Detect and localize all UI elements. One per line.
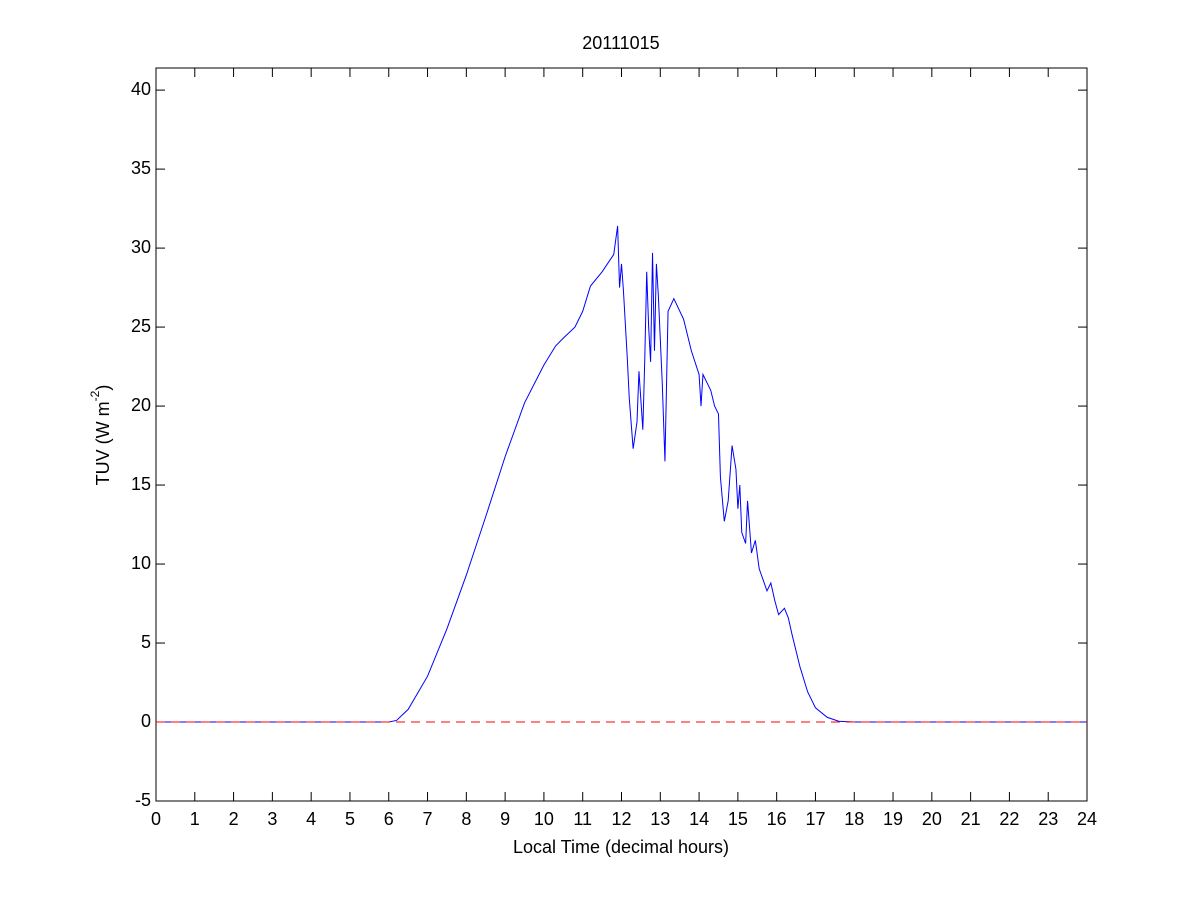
x-tick-label: 24 — [1077, 809, 1097, 829]
x-tick-label: 19 — [883, 809, 903, 829]
x-tick-label: 20 — [922, 809, 942, 829]
y-tick-label: -5 — [135, 790, 151, 810]
x-tick-label: 3 — [267, 809, 277, 829]
y-tick-label: 25 — [131, 316, 151, 336]
x-tick-label: 23 — [1038, 809, 1058, 829]
x-tick-label: 8 — [461, 809, 471, 829]
x-tick-label: 9 — [500, 809, 510, 829]
x-tick-label: 15 — [728, 809, 748, 829]
x-tick-label: 2 — [229, 809, 239, 829]
x-tick-label: 13 — [650, 809, 670, 829]
y-tick-label: 10 — [131, 553, 151, 573]
plot-area — [155, 67, 1088, 802]
x-tick-label: 16 — [767, 809, 787, 829]
y-tick-label: 30 — [131, 237, 151, 257]
y-axis-label: TUV (W m-2) — [88, 385, 113, 486]
x-tick-label: 18 — [844, 809, 864, 829]
data-line — [156, 225, 1087, 723]
y-tick-label: 0 — [141, 711, 151, 731]
x-axis-label: Local Time (decimal hours) — [513, 837, 729, 857]
x-tick-label: 11 — [573, 809, 592, 829]
x-tick-label: 1 — [190, 809, 200, 829]
chart-title: 20111015 — [582, 33, 659, 53]
x-tick-label: 4 — [306, 809, 316, 829]
y-tick-label: 5 — [141, 632, 151, 652]
x-tick-label: 10 — [534, 809, 554, 829]
y-tick-label: 35 — [131, 158, 151, 178]
x-tick-label: 14 — [689, 809, 709, 829]
x-tick-label: 12 — [611, 809, 631, 829]
y-tick-label: 40 — [131, 79, 151, 99]
y-axis-label-text: TUV (W m — [93, 401, 113, 485]
x-tick-label: 6 — [384, 809, 394, 829]
x-tick-label: 5 — [345, 809, 355, 829]
x-tick-label: 22 — [999, 809, 1019, 829]
x-tick-label: 21 — [961, 809, 981, 829]
y-tick-label: 15 — [131, 474, 151, 494]
x-tick-label: 0 — [151, 809, 161, 829]
y-tick-label: 20 — [131, 395, 151, 415]
x-tick-label: 17 — [805, 809, 825, 829]
y-axis-label-sup: -2 — [88, 390, 102, 401]
y-axis-label-suffix: ) — [93, 385, 113, 391]
x-tick-label: 7 — [423, 809, 433, 829]
